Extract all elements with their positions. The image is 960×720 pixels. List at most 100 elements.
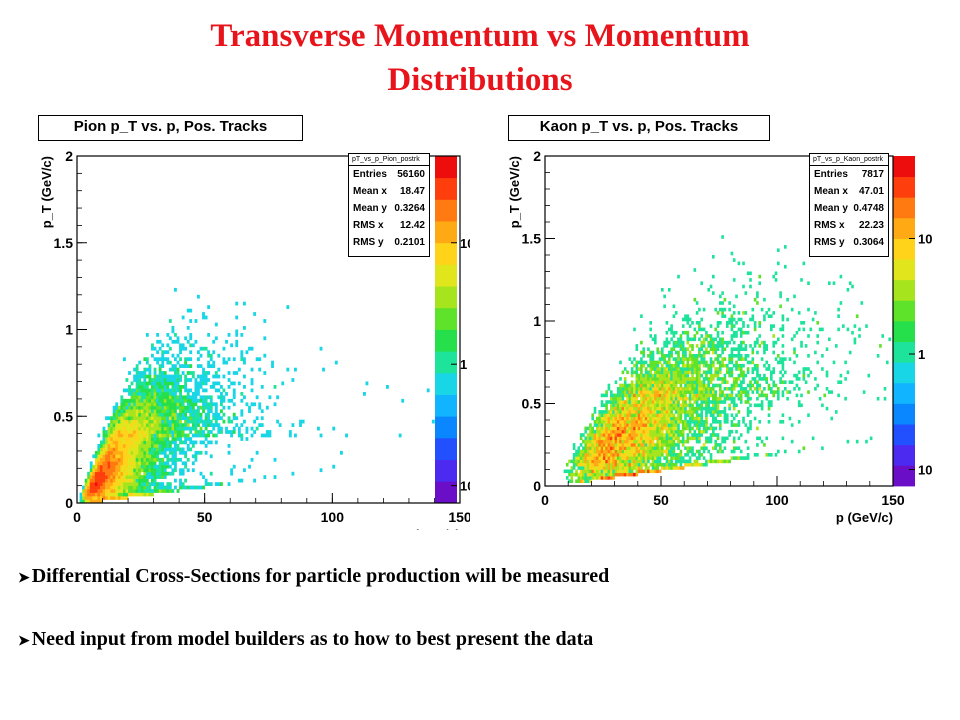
heatmap-cell	[258, 367, 262, 372]
heatmap-cell	[582, 439, 585, 444]
heatmap-cell	[746, 429, 750, 434]
heatmap-cell	[670, 327, 673, 332]
heatmap-cell	[640, 429, 643, 434]
heatmap-cell	[619, 456, 622, 460]
heatmap-cell	[772, 324, 776, 328]
heatmap-cell	[668, 400, 671, 404]
heatmap-cell	[795, 354, 799, 358]
heatmap-cell	[679, 396, 683, 401]
heatmap-cell	[133, 468, 137, 473]
heatmap-cell	[790, 380, 794, 384]
heatmap-cell	[742, 284, 745, 289]
heatmap-cell	[140, 430, 144, 434]
heatmap-cell	[197, 419, 200, 424]
heatmap-cell	[143, 489, 147, 493]
heatmap-cell	[765, 360, 769, 365]
heatmap-cell	[716, 311, 720, 315]
heatmap-cell	[607, 466, 611, 470]
heatmap-cell	[716, 459, 720, 464]
heatmap-cell	[746, 426, 750, 431]
heatmap-cell	[153, 457, 157, 462]
heatmap-cell	[135, 423, 139, 427]
heatmap-cell	[677, 416, 680, 421]
heatmap-cell	[772, 350, 776, 355]
heatmap-cell	[712, 390, 715, 394]
heatmap-cell	[654, 449, 657, 454]
heatmap-cell	[654, 383, 657, 388]
heatmap-cell	[746, 393, 750, 398]
heatmap-cell	[145, 374, 149, 379]
heatmap-cell	[186, 437, 190, 441]
heatmap-cell	[120, 398, 124, 403]
heatmap-cell	[148, 398, 152, 403]
heatmap-cell	[735, 294, 738, 299]
heatmap-cell	[194, 319, 198, 323]
heatmap-cell	[883, 396, 887, 401]
heatmap-cell	[719, 363, 722, 368]
heatmap-cell	[153, 475, 157, 479]
heatmap-cell	[572, 472, 576, 477]
heatmap-cell	[610, 472, 613, 477]
heatmap-cell	[107, 454, 111, 459]
heatmap-cell	[651, 456, 655, 460]
heatmap-cell	[693, 377, 697, 381]
heatmap-cell	[197, 357, 200, 362]
heatmap-cell	[87, 489, 91, 493]
heatmap-cell	[199, 426, 203, 431]
heatmap-cell	[181, 398, 185, 403]
heatmap-cell	[665, 330, 669, 335]
heatmap-cell	[115, 485, 119, 490]
heatmap-cell	[647, 416, 650, 421]
heatmap-cell	[663, 304, 666, 309]
heatmap-cell	[828, 390, 831, 394]
heatmap-cell	[140, 392, 144, 396]
heatmap-cell	[145, 482, 149, 486]
heatmap-cell	[728, 321, 731, 325]
heatmap-cell	[138, 447, 142, 452]
heatmap-cell	[640, 420, 643, 424]
heatmap-cell	[686, 334, 690, 338]
heatmap-cell	[732, 439, 736, 444]
heatmap-cell	[730, 393, 734, 398]
heatmap-cell	[616, 393, 620, 398]
heatmap-cell	[596, 423, 599, 427]
heatmap-cell	[716, 373, 720, 378]
heatmap-cell	[658, 383, 662, 388]
heatmap-cell	[570, 469, 574, 474]
heatmap-cell	[138, 419, 142, 424]
heatmap-cell	[737, 436, 741, 441]
heatmap-cell	[120, 492, 124, 497]
heatmap-cell	[688, 406, 692, 411]
heatmap-cell	[89, 468, 93, 473]
heatmap-cell	[665, 390, 669, 394]
heatmap-cell	[765, 344, 769, 348]
heatmap-cell	[695, 420, 699, 424]
heatmap-cell	[586, 449, 590, 454]
heatmap-cell	[753, 321, 757, 325]
heatmap-cell	[730, 390, 734, 394]
heatmap-cell	[97, 496, 101, 500]
heatmap-cell	[635, 373, 639, 378]
heatmap-cell	[744, 357, 748, 361]
heatmap-cell	[647, 373, 650, 378]
heatmap-cell	[135, 447, 139, 452]
heatmap-cell	[616, 400, 620, 404]
heatmap-cell	[232, 381, 236, 386]
heatmap-cell	[630, 472, 634, 477]
heatmap-cell	[584, 446, 588, 450]
heatmap-cell	[598, 459, 602, 464]
heatmap-cell	[102, 475, 106, 479]
heatmap-cell	[714, 403, 718, 408]
heatmap-cell	[644, 433, 648, 437]
heatmap-cell	[737, 423, 741, 427]
heatmap-cell	[584, 459, 588, 464]
heatmap-cell	[654, 370, 657, 375]
heatmap-cell	[271, 364, 274, 368]
heatmap-cell	[174, 385, 177, 389]
heatmap-cell	[707, 363, 711, 368]
heatmap-cell	[586, 476, 590, 480]
heatmap-cell	[168, 409, 172, 414]
heatmap-cell	[100, 499, 103, 504]
heatmap-cell	[714, 443, 718, 447]
heatmap-cell	[158, 489, 162, 493]
